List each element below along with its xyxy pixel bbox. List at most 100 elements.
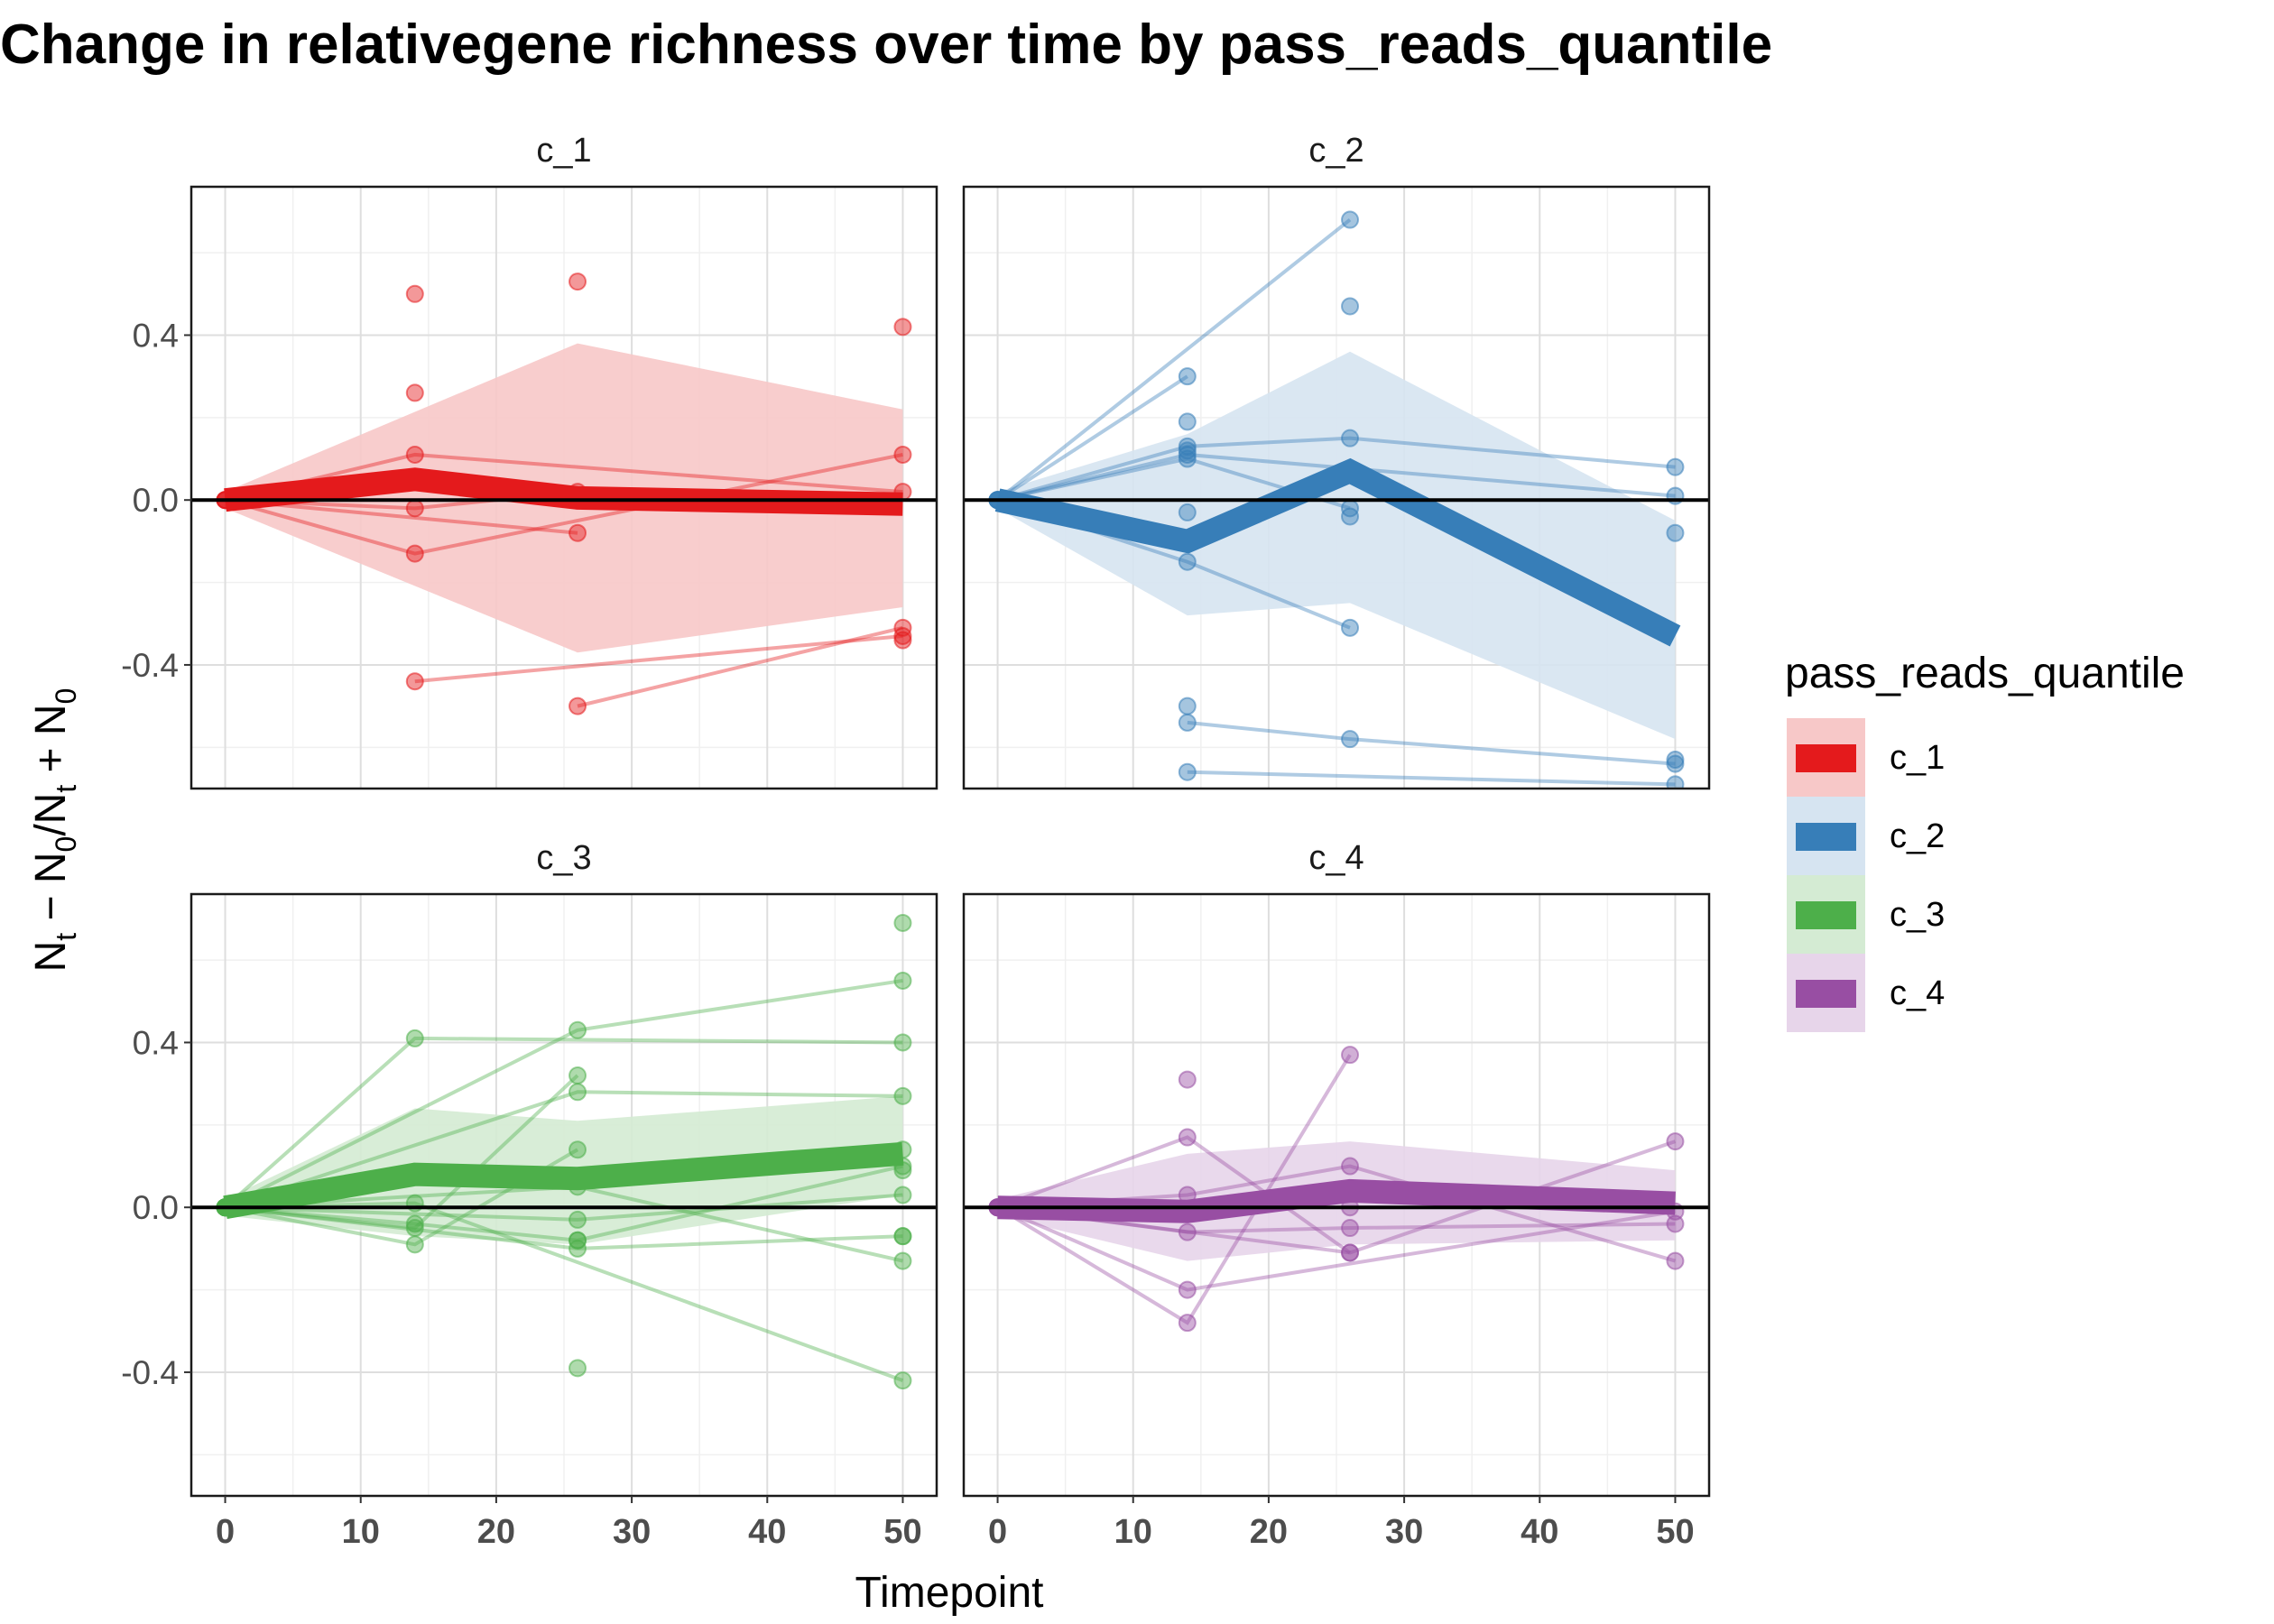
sample-point <box>1666 523 1685 542</box>
y-tick-label: -0.4 <box>121 1354 179 1391</box>
panel-c_1: c_1 -0.4 0.0 0.4 <box>121 132 938 790</box>
y-axis-title: Nt − N0/Nt + N0 <box>27 688 82 973</box>
y-tick-label: 0.0 <box>133 482 179 519</box>
sample-point <box>405 499 424 518</box>
sample-line <box>996 217 1352 502</box>
confidence-ribbon <box>997 351 1676 740</box>
sample-point <box>1666 1214 1685 1233</box>
x-tick-label: 40 <box>748 1513 786 1551</box>
panel-border <box>190 892 938 1498</box>
sample-point <box>405 383 424 402</box>
svg-text:Nt − N0/Nt + N0: Nt − N0/Nt + N0 <box>27 688 82 973</box>
sample-point <box>893 618 912 637</box>
sample-point <box>1178 1280 1197 1299</box>
sample-point <box>568 1210 587 1229</box>
sample-line <box>577 625 903 708</box>
panel-plot-area <box>191 894 937 1496</box>
sample-point <box>1178 412 1197 431</box>
sample-point <box>1178 1128 1197 1147</box>
sample-point <box>1341 1219 1360 1238</box>
legend-keys: c_1 c_2 c_3 c_4 <box>1787 718 1945 1032</box>
panel-strip-label: c_4 <box>1308 839 1363 877</box>
sample-point <box>568 1231 587 1250</box>
sample-point <box>893 1251 912 1270</box>
panel-strip-label: c_3 <box>536 839 591 877</box>
mean-trend-line <box>223 1141 904 1220</box>
y-tick-label: -0.4 <box>121 647 179 684</box>
sample-point <box>893 913 912 932</box>
panel-plot-area <box>964 187 1709 789</box>
legend-label: c_4 <box>1890 974 1945 1012</box>
sample-line <box>225 1193 903 1222</box>
sample-line <box>224 1090 903 1210</box>
x-tick-label: 0 <box>988 1513 1007 1551</box>
sample-point <box>568 1020 587 1039</box>
sample-point <box>893 1227 912 1246</box>
sample-point <box>1178 762 1197 781</box>
legend-label: c_3 <box>1890 896 1945 934</box>
sample-point <box>405 672 424 691</box>
panel-c_4: c_4 0 10 20 30 40 50 <box>962 839 1711 1551</box>
sample-point <box>1178 1223 1197 1241</box>
sample-point <box>893 318 912 337</box>
legend-key-c_3: c_3 <box>1787 875 1945 954</box>
sample-point <box>1666 1251 1685 1270</box>
sample-point <box>1341 507 1360 526</box>
chart-title: Change in relativegene richness over tim… <box>0 14 1772 76</box>
sample-point <box>893 445 912 464</box>
panel-border <box>962 185 1711 790</box>
x-tick-label: 50 <box>883 1513 921 1551</box>
sample-line <box>225 498 578 535</box>
sample-point <box>1178 367 1197 386</box>
sample-point <box>1178 441 1197 460</box>
sample-point <box>893 1186 912 1204</box>
sample-line <box>997 1140 1677 1255</box>
sample-point <box>893 971 912 990</box>
sample-point <box>1178 1070 1197 1089</box>
sample-line <box>224 1036 903 1209</box>
sample-line <box>996 1205 1676 1292</box>
x-tick-label: 20 <box>477 1513 515 1551</box>
x-tick-label: 0 <box>216 1513 235 1551</box>
sample-point <box>1178 552 1197 571</box>
sample-point <box>1341 297 1360 316</box>
sample-point <box>568 1066 587 1085</box>
y-tick-label: 0.0 <box>133 1189 179 1226</box>
sample-point <box>893 1086 912 1105</box>
x-tick-label: 30 <box>1385 1513 1423 1551</box>
sample-point <box>1341 1243 1360 1262</box>
sample-point <box>1341 1046 1360 1065</box>
sample-point <box>1666 754 1685 773</box>
x-tick-label: 50 <box>1656 1513 1694 1551</box>
sample-line <box>225 452 903 556</box>
panel-strip-label: c_1 <box>536 132 591 170</box>
sample-line <box>996 1054 1352 1325</box>
sample-point <box>1341 618 1360 637</box>
sample-point <box>893 631 912 650</box>
mean-trend-line <box>997 1178 1676 1223</box>
legend-key-c_4: c_4 <box>1787 954 1945 1032</box>
sample-point <box>893 1371 912 1390</box>
sample-point <box>405 1029 424 1047</box>
sample-point <box>893 1033 912 1052</box>
sample-line <box>1187 720 1676 766</box>
x-tick-label: 40 <box>1521 1513 1558 1551</box>
x-axis-title: Timepoint <box>855 1569 1044 1617</box>
sample-point <box>568 523 587 542</box>
sample-point <box>405 284 424 303</box>
panel-c_2: c_2 <box>962 132 1711 790</box>
legend-key-c_2: c_2 <box>1787 797 1945 875</box>
sample-point <box>1666 457 1685 476</box>
legend: pass_reads_quantile c_1 c_2 c_3 c_4 <box>1785 650 2185 1032</box>
sample-line <box>996 1135 1352 1255</box>
sample-point <box>1341 429 1360 448</box>
sample-point <box>405 445 424 464</box>
sample-point <box>405 544 424 563</box>
sample-point <box>1666 775 1685 789</box>
sample-point <box>1341 730 1360 749</box>
mean-trend-line <box>994 457 1681 647</box>
sample-point <box>1666 751 1685 770</box>
panel-c_3: c_3 -0.4 0.0 0.4 0 10 20 30 40 50 <box>121 839 938 1551</box>
